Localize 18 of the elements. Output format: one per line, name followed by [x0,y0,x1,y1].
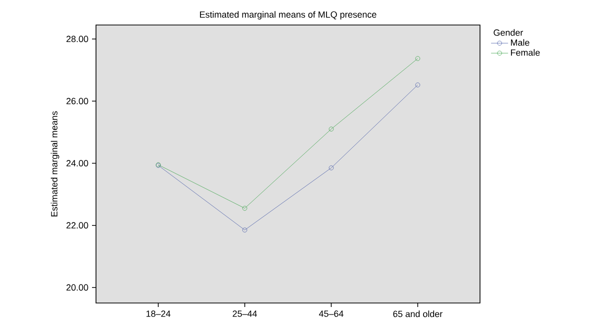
y-tick-label: 22.00 [66,222,88,229]
point [242,206,248,211]
point [328,165,334,170]
x-tick-label: 18–24 [146,310,170,317]
legend-label: Male [511,39,530,46]
y-axis-title: Estimated marginal means [50,111,60,216]
chart-title: Estimated marginal means of MLQ presence [200,11,376,20]
legend-label: Female [511,49,540,56]
legend-title: Gender [494,29,524,36]
y-tick-label: 20.00 [66,284,88,291]
y-tick-label: 26.00 [66,98,88,104]
point [328,126,334,132]
point [242,228,248,232]
y-tick-label: 24.00 [66,160,88,166]
y-tick-label: 28.00 [66,36,88,42]
x-tick-label: 65 and older [393,310,442,318]
x-tick-label: 25–44 [232,310,257,317]
x-tick-label: 45–64 [318,310,344,317]
